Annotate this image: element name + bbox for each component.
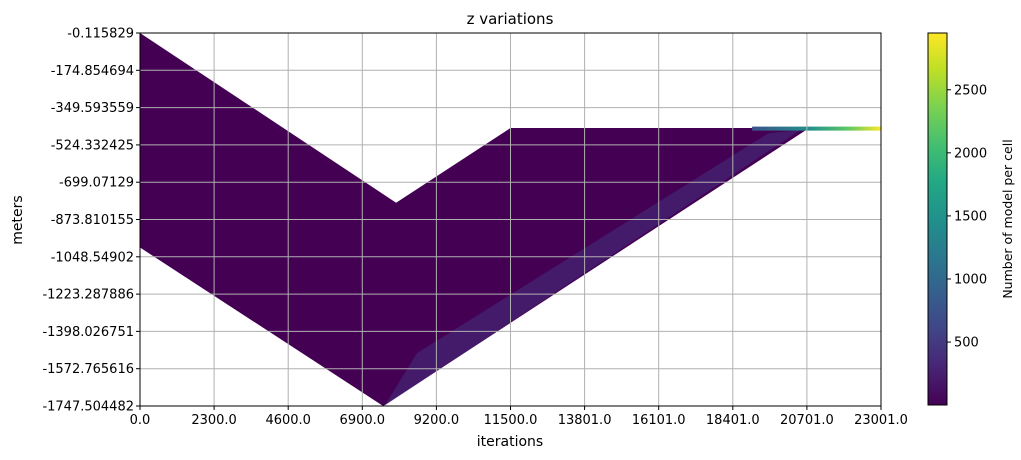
y-tick-label: -349.593559 <box>51 101 134 116</box>
y-axis: -0.115829 -174.854694 -349.593559 -524.3324… <box>42 27 140 415</box>
chart-title: z variations <box>467 10 554 28</box>
y-tick-label: -1747.504482 <box>42 400 134 415</box>
x-tick-label: 9200.0 <box>414 413 460 428</box>
y-tick-label: -1572.765616 <box>42 362 134 377</box>
colorbar-tick-label: 1500 <box>954 209 987 224</box>
x-tick-label: 2300.0 <box>191 413 237 428</box>
x-tick-label: 16101.0 <box>632 413 686 428</box>
converged-band <box>752 126 881 131</box>
colorbar-tick-label: 1000 <box>954 272 987 287</box>
y-tick-label: -699.07129 <box>59 176 134 191</box>
x-tick-label: 4600.0 <box>265 413 311 428</box>
colorbar-tick-label: 500 <box>954 336 979 351</box>
colorbar-tick-label: 2500 <box>954 83 987 98</box>
colorbar-tick-label: 2000 <box>954 146 987 161</box>
x-tick-label: 0.0 <box>130 413 151 428</box>
y-tick-label: -174.854694 <box>51 64 134 79</box>
y-tick-label: -1048.54902 <box>51 250 134 265</box>
density-streak <box>384 130 801 406</box>
colorbar-ticks: 500 1000 1500 2000 2500 <box>947 83 987 351</box>
x-tick-label: 13801.0 <box>558 413 612 428</box>
x-tick-label: 23001.0 <box>854 413 908 428</box>
x-axis-label: iterations <box>477 434 543 450</box>
y-tick-label: -1398.026751 <box>42 325 134 340</box>
y-tick-label: -873.810155 <box>51 213 134 228</box>
x-tick-label: 18401.0 <box>706 413 760 428</box>
colorbar-gradient <box>927 32 948 406</box>
x-tick-label: 20701.0 <box>780 413 834 428</box>
x-tick-label: 6900.0 <box>340 413 386 428</box>
grid-lines <box>139 32 882 407</box>
y-tick-label: -524.332425 <box>51 138 134 153</box>
colorbar: 500 1000 1500 2000 2500 Number of model per … <box>927 32 1015 406</box>
y-axis-label: meters <box>10 195 26 244</box>
y-tick-label: -1223.287886 <box>42 288 134 303</box>
y-tick-label: -0.115829 <box>67 27 134 42</box>
colorbar-label: Number of model per cell <box>1000 139 1015 298</box>
x-axis: 0.0 2300.0 4600.0 6900.0 9200.0 11500.0 13801.… <box>130 406 908 428</box>
x-tick-label: 11500.0 <box>484 413 538 428</box>
